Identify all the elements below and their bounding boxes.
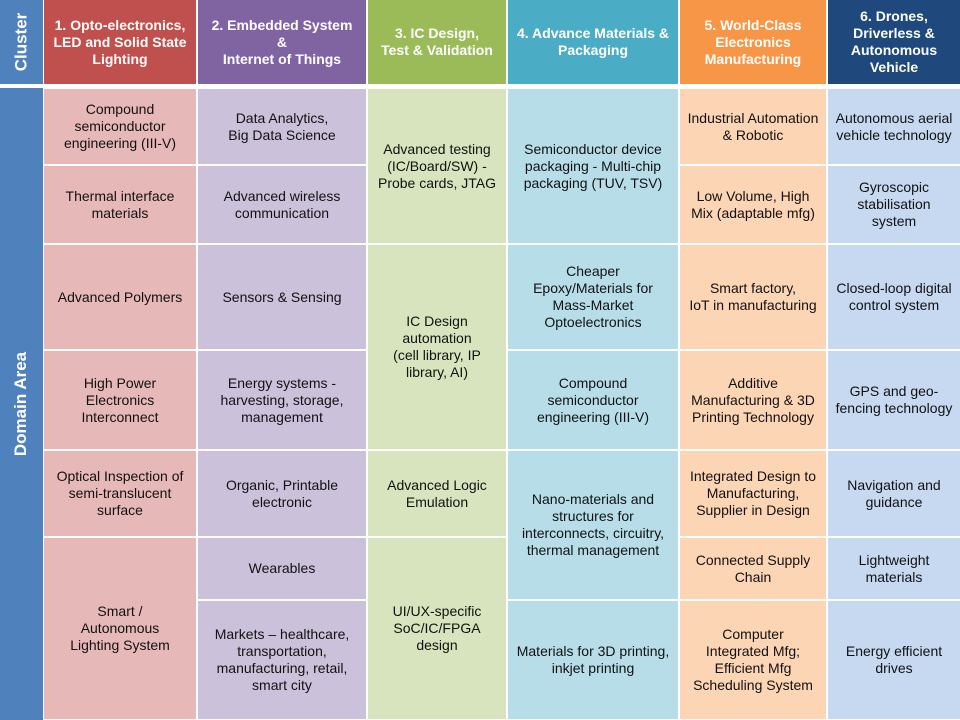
domain-cell: UI/UX-specific SoC/IC/FPGA design [368,538,506,719]
domain-cell: Advanced wireless communication [198,166,366,243]
domain-cell: High Power Electronics Interconnect [44,351,196,449]
cluster-label-box: Cluster [0,0,43,84]
domain-cell: Markets – healthcare, transportation, ma… [198,601,366,719]
domain-cell: Smart / Autonomous Lighting System [44,538,196,719]
domain-label-box: Domain Area [0,88,43,720]
domain-cell: Wearables [198,538,366,599]
domain-cell: Semiconductor device packaging - Multi-c… [508,89,678,243]
domain-cell: Organic, Printable electronic [198,451,366,536]
domain-cell: Gyroscopic stabilisation system [828,166,960,243]
domain-cell: Optical Inspection of semi-translucent s… [44,451,196,536]
domain-cell: Energy systems - harvesting, storage, ma… [198,351,366,449]
column-header: 3. IC Design, Test & Validation [368,0,506,84]
column-header: 1. Opto-electronics, LED and Solid State… [44,0,196,84]
domain-cell: Low Volume, High Mix (adaptable mfg) [680,166,826,243]
domain-cell: Cheaper Epoxy/Materials for Mass-Market … [508,245,678,349]
domain-cell: Additive Manufacturing & 3D Printing Tec… [680,351,826,449]
column-header: 2. Embedded System & Internet of Things [198,0,366,84]
domain-cell: Autonomous aerial vehicle technology [828,89,960,164]
column-header: 4. Advance Materials & Packaging [508,0,678,84]
domain-cell: Closed-loop digital control system [828,245,960,349]
domain-cell: Compound semiconductor engineering (III-… [44,89,196,164]
domain-cell: Navigation and guidance [828,451,960,536]
column-header: 5. World-Class Electronics Manufacturing [680,0,826,84]
domain-cell: Advanced Logic Emulation [368,451,506,536]
column-header: 6. Drones, Driverless & Autonomous Vehic… [828,0,960,84]
domain-cell: Connected Supply Chain [680,538,826,599]
domain-label: Domain Area [11,351,31,457]
domain-cell: Industrial Automation & Robotic [680,89,826,164]
cluster-label: Cluster [11,12,31,72]
domain-cell: Lightweight materials [828,538,960,599]
domain-cell: Energy efficient drives [828,601,960,719]
domain-cell: Smart factory, IoT in manufacturing [680,245,826,349]
domain-cell: Advanced testing (IC/Board/SW) - Probe c… [368,89,506,243]
domain-cell: Integrated Design to Manufacturing, Supp… [680,451,826,536]
domain-cell: Materials for 3D printing, inkjet printi… [508,601,678,719]
domain-cell: Sensors & Sensing [198,245,366,349]
domain-cell: Nano-materials and structures for interc… [508,451,678,599]
domain-cell: Thermal interface materials [44,166,196,243]
domain-cell: GPS and geo- fencing technology [828,351,960,449]
domain-cell: Computer Integrated Mfg; Efficient Mfg S… [680,601,826,719]
domain-cell: Advanced Polymers [44,245,196,349]
domain-cell: Data Analytics, Big Data Science [198,89,366,164]
domain-cell: IC Design automation (cell library, IP l… [368,245,506,449]
domain-cell: Compound semiconductor engineering (III-… [508,351,678,449]
